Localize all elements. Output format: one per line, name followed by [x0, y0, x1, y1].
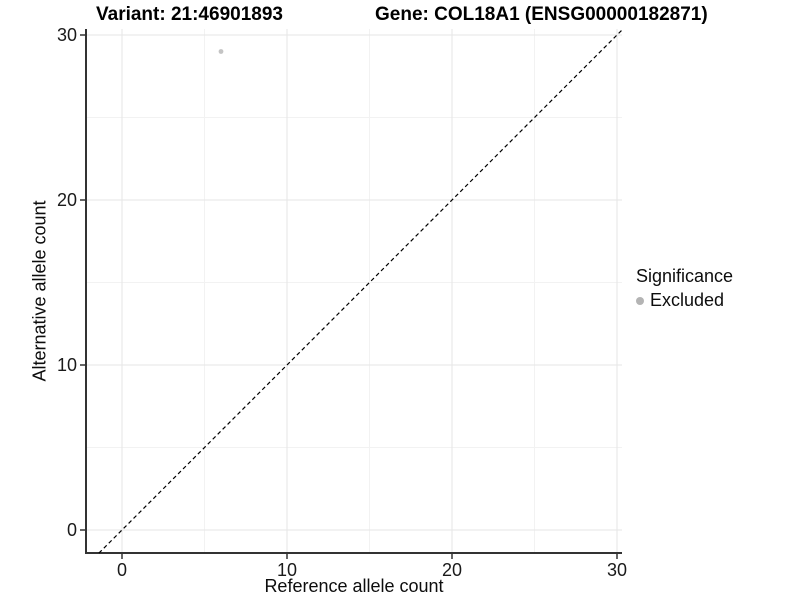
legend-item-label: Excluded	[650, 290, 725, 310]
x-tick-label: 10	[277, 560, 297, 580]
plot-title-gene: Gene: COL18A1 (ENSG00000182871)	[375, 4, 708, 25]
legend-item-excluded: Excluded	[636, 290, 733, 311]
y-tick-label: 0	[67, 520, 77, 540]
y-tick-label: 30	[57, 25, 77, 45]
x-tick-label: 20	[442, 560, 462, 580]
y-tick-label: 10	[57, 355, 77, 375]
legend: Significance Excluded	[636, 266, 733, 311]
y-tick-label: 20	[57, 190, 77, 210]
identity-line	[98, 29, 623, 554]
x-tick-label: 0	[117, 560, 127, 580]
x-axis-label: Reference allele count	[264, 576, 444, 596]
x-tick-label: 30	[607, 560, 627, 580]
legend-point-icon	[636, 296, 644, 305]
y-axis-label: Alternative allele count	[29, 200, 50, 382]
plot-title-variant: Variant: 21:46901893	[96, 4, 283, 25]
legend-title: Significance	[636, 266, 734, 286]
data-point	[218, 49, 224, 54]
